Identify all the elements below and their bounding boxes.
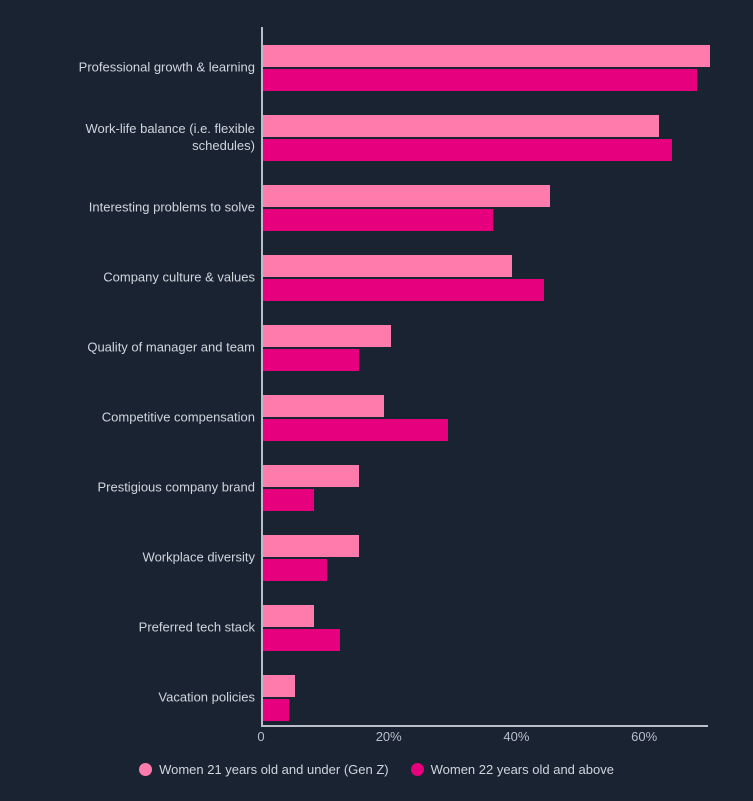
bar-series2 [263,699,289,721]
bar-series1 [263,675,295,697]
bar-series2 [263,489,314,511]
bar-series2 [263,419,448,441]
category-label: Preferred tech stack [25,620,255,637]
bar-series2 [263,349,359,371]
bar-series2 [263,279,544,301]
category-label: Workplace diversity [25,550,255,567]
xaxis-tick: 60% [631,729,657,744]
xaxis-tick: 0 [257,729,264,744]
chart-container: Professional growth & learning Work-life … [0,0,753,801]
legend-swatch-series1 [139,763,152,776]
bar-series1 [263,535,359,557]
bar-series1 [263,465,359,487]
bar-series1 [263,45,710,67]
category-label: Vacation policies [25,690,255,707]
category-label: Quality of manager and team [25,340,255,357]
bar-series1 [263,325,391,347]
category-label: Company culture & values [25,270,255,287]
legend-label-series2: Women 22 years old and above [431,762,614,777]
bar-series1 [263,185,550,207]
category-label: Prestigious company brand [25,480,255,497]
bar-series2 [263,209,493,231]
legend-label-series1: Women 21 years old and under (Gen Z) [159,762,389,777]
bar-series1 [263,605,314,627]
legend-swatch-series2 [411,763,424,776]
category-label: Interesting problems to solve [25,200,255,217]
category-label: Competitive compensation [25,410,255,427]
bar-series2 [263,629,340,651]
bar-series2 [263,69,697,91]
category-label: Professional growth & learning [25,60,255,77]
bar-series1 [263,395,384,417]
legend: Women 21 years old and under (Gen Z) Wom… [0,762,753,777]
xaxis-tick: 20% [376,729,402,744]
bar-series1 [263,255,512,277]
bar-series2 [263,559,327,581]
xaxis-tick: 40% [503,729,529,744]
bar-series1 [263,115,659,137]
category-label: Work-life balance (i.e. flexible schedul… [25,121,255,155]
legend-item-series1: Women 21 years old and under (Gen Z) [139,762,389,777]
bar-series2 [263,139,672,161]
legend-item-series2: Women 22 years old and above [411,762,614,777]
